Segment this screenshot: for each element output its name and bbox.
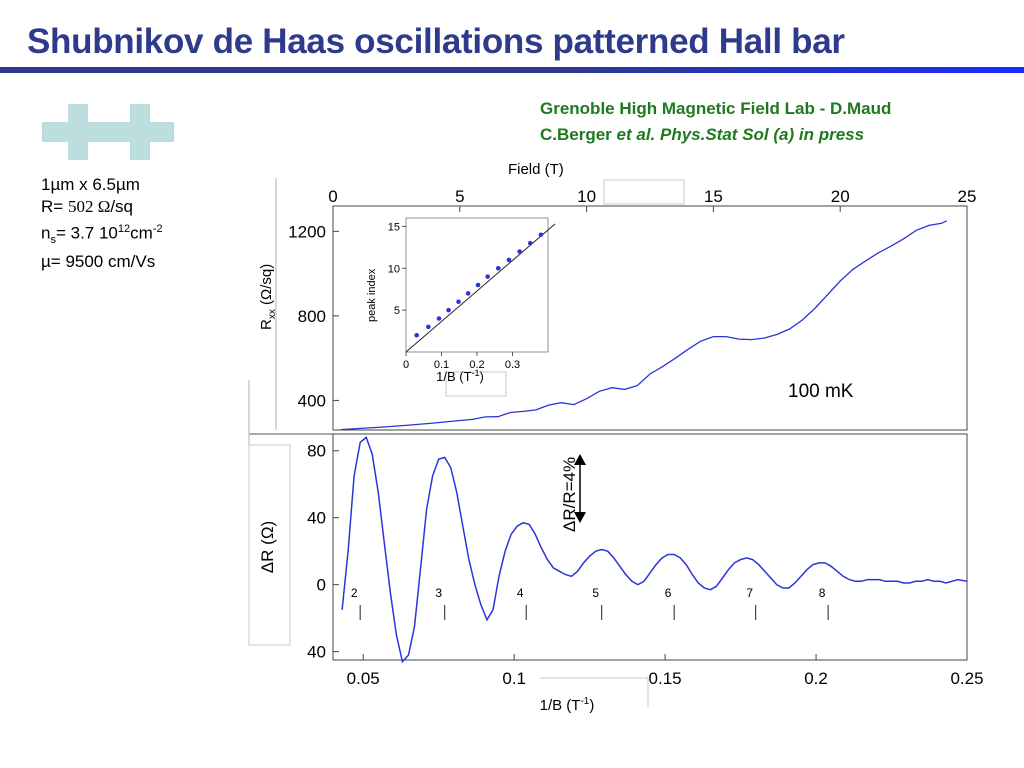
- inset-data-point: [465, 291, 471, 296]
- top-x-tick-label: 5: [455, 187, 464, 206]
- bottom-y-tick-label: 40: [307, 509, 326, 528]
- reference-line-2: C.Berger et al. Phys.Stat Sol (a) in pre…: [540, 122, 891, 148]
- blank-box: [603, 179, 685, 205]
- inset-data-point: [538, 232, 544, 238]
- density-exponent: 12: [117, 223, 131, 235]
- inset-data-point: [446, 307, 451, 313]
- bottom-y-tick-label: 40: [307, 643, 326, 662]
- peak-index-label: 3: [435, 586, 442, 600]
- inset-data-point: [517, 249, 522, 254]
- bottom-x-tick-label: 0.25: [950, 669, 983, 688]
- oscillation-curve: [341, 436, 968, 664]
- bottom-plot-frame: [332, 433, 968, 661]
- reference-authors: C.Berger: [540, 125, 617, 144]
- inset-x-tick-label: 0.1: [434, 359, 449, 371]
- top-rxx-curve: [340, 220, 947, 431]
- top-x-tick-label: 10: [577, 187, 596, 206]
- inset-data-point: [414, 332, 419, 338]
- bottom-x-tick-label: 0.2: [804, 669, 828, 688]
- bottom-y-axis-label: ΔR (Ω): [258, 521, 277, 573]
- top-x-tick-label: 25: [958, 187, 977, 206]
- inset-data-point: [426, 324, 431, 330]
- scale-bar-arrow-up: [574, 454, 586, 465]
- bottom-y-tick-label: 80: [307, 442, 326, 461]
- peak-index-label: 7: [746, 586, 753, 600]
- peak-index-label: 4: [517, 586, 524, 600]
- inset-x-tick-label: 0.3: [505, 359, 520, 371]
- top-y-tick-label: 400: [298, 391, 326, 410]
- bottom-x-tick-label: 0.1: [502, 669, 526, 688]
- inset-data-point: [506, 257, 512, 263]
- scale-bar-arrow-down: [574, 512, 586, 523]
- density-unit-exponent: -2: [152, 223, 163, 235]
- top-x-tick-label: 20: [831, 187, 850, 206]
- inset-data-point: [475, 282, 481, 288]
- inset-data-point: [436, 316, 442, 321]
- peak-index-label: 6: [665, 586, 672, 600]
- resistance-prefix: R=: [41, 197, 68, 216]
- reference-journal: et al. Phys.Stat Sol (a) in press: [616, 125, 865, 144]
- sample-parameters: 1µm x 6.5µm R= 502 Ω/sq ns= 3.7 1012cm-2…: [41, 174, 163, 273]
- inset-y-axis-label: peak index: [366, 268, 378, 322]
- bottom-x-tick-label: 0.05: [347, 669, 380, 688]
- reference-citation: Grenoble High Magnetic Field Lab - D.Mau…: [540, 96, 891, 148]
- bottom-x-axis-label: 1/B (T-1): [540, 696, 595, 714]
- sheet-resistance: R= 502 Ω/sq: [41, 196, 163, 218]
- reference-line-1: Grenoble High Magnetic Field Lab - D.Mau…: [540, 99, 892, 118]
- top-y-axis-label: Rxx (Ω/sq): [258, 264, 278, 330]
- inset-y-tick-label: 15: [388, 221, 400, 233]
- peak-index-label: 2: [351, 586, 358, 600]
- temperature-annotation: 100 mK: [788, 381, 854, 402]
- inset-x-tick-label: 0.2: [469, 359, 484, 371]
- peak-index-label: 8: [819, 586, 826, 600]
- top-x-tick-label: 15: [704, 187, 723, 206]
- top-x-tick-label: 0: [328, 187, 337, 206]
- inset-x-tick-label: 0: [403, 359, 409, 371]
- scale-annotation: ΔR/R=4%: [560, 457, 579, 532]
- inset-label-box: [445, 371, 507, 397]
- top-y-tick-label: 1200: [288, 222, 326, 241]
- density-symbol: n: [41, 223, 51, 243]
- slide-title: Shubnikov de Haas oscillations patterned…: [27, 22, 845, 61]
- inset-data-point: [485, 274, 490, 279]
- top-plot-frame: [332, 205, 968, 431]
- inset-y-tick-label: 5: [394, 305, 400, 317]
- mobility: µ= 9500 cm/Vs: [41, 252, 156, 272]
- inset-data-point: [527, 240, 533, 246]
- density-value: = 3.7 10: [55, 223, 118, 243]
- top-y-tick-label: 800: [298, 307, 326, 326]
- resistance-value: 502 Ω: [67, 197, 111, 216]
- peak-index-label: 5: [592, 586, 599, 600]
- bottom-x-tick-label: 0.15: [649, 669, 682, 688]
- carrier-density: ns= 3.7 1012cm-2: [41, 218, 163, 251]
- top-x-axis-label: Field (T): [508, 161, 564, 178]
- bottom-ylabel-box: [248, 444, 291, 646]
- inset-data-point: [456, 299, 461, 305]
- sample-size: 1µm x 6.5µm: [41, 175, 140, 194]
- density-subscript: s: [50, 234, 56, 247]
- inset-y-tick-label: 10: [388, 263, 400, 275]
- hall-bar-schematic-icon: [42, 104, 174, 165]
- bottom-y-tick-label: 0: [317, 576, 326, 595]
- density-unit: cm: [130, 223, 153, 243]
- title-underline: [0, 67, 1024, 73]
- resistance-unit: /sq: [110, 197, 134, 216]
- inset-data-point: [496, 265, 501, 271]
